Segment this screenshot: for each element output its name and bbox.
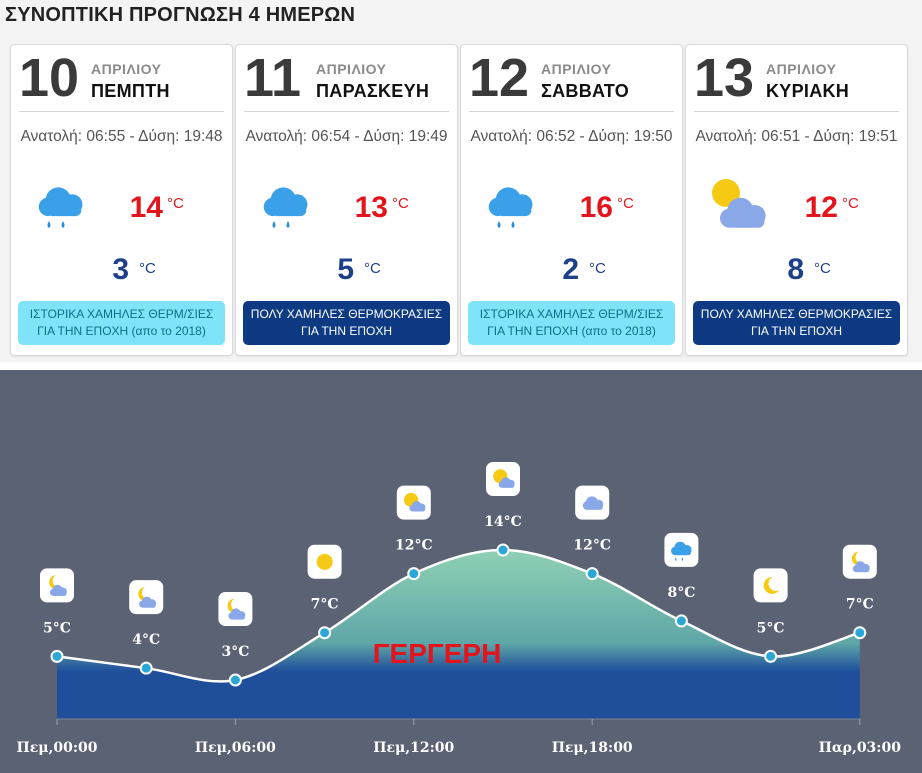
data-point — [318, 626, 332, 640]
data-point — [496, 543, 510, 557]
day-number: 13 — [694, 48, 755, 108]
temperature-label: 5°C — [757, 620, 785, 636]
moon-cloud-icon — [129, 580, 164, 615]
data-point — [228, 673, 242, 687]
temperature-label: 12°C — [573, 538, 611, 554]
day-number: 12 — [469, 48, 530, 108]
temperature-label: 5°C — [43, 620, 71, 636]
min-temperature: 3 — [112, 253, 129, 286]
month-name: ΑΠΡΙΛΙΟΥ — [766, 61, 837, 77]
day-card: 13 ΑΠΡΙΛΙΟΥ ΚΥΡΙΑΚΗ Ανατολή: 06:51 - Δύσ… — [685, 44, 908, 356]
data-point — [764, 649, 778, 663]
partly-cloudy-icon — [706, 175, 766, 235]
temperature-label: 14°C — [484, 514, 522, 530]
location-name: ΓΕΡΓΕΡΗ — [373, 638, 502, 669]
sunrise-sunset: Ανατολή: 06:55 - Δύση: 19:48 — [20, 128, 223, 145]
x-tick-label: Πεμ,12:00 — [373, 740, 454, 756]
max-temperature-unit: °C — [617, 195, 634, 212]
rain-cloud-icon — [481, 175, 541, 235]
temperature-label: 12°C — [395, 538, 433, 554]
sun-icon — [307, 544, 342, 579]
moon-icon — [753, 568, 788, 603]
min-temperature-unit: °C — [589, 260, 606, 277]
temperature-line — [56, 548, 861, 683]
weekday-name: ΠΕΜΠΤΗ — [91, 81, 170, 101]
data-point — [674, 614, 688, 628]
moon-cloud-icon — [218, 592, 253, 626]
temperature-label: 3°C — [221, 644, 249, 660]
weekday-name: ΣΑΒΒΑΤΟ — [541, 81, 630, 101]
x-tick-label: Παρ,03:00 — [819, 740, 902, 756]
data-point — [585, 567, 599, 581]
badge-line-2: ΓΙΑ ΤΗΝ ΕΠΟΧΗ — [300, 324, 393, 338]
card-divider — [694, 111, 899, 112]
temperature-area — [57, 550, 860, 719]
sunrise-sunset: Ανατολή: 06:54 - Δύση: 19:49 — [245, 128, 448, 145]
season-alert-badge: ΙΣΤΟΡΙΚΑ ΧΑΜΗΛΕΣ ΘΕΡΜ/ΣΙΕΣ ΓΙΑ ΤΗΝ ΕΠΟΧΗ… — [468, 301, 675, 345]
day-card: 10 ΑΠΡΙΛΙΟΥ ΠΕΜΠΤΗ Ανατολή: 06:55 - Δύση… — [10, 44, 233, 356]
sun-cloud-icon — [486, 462, 520, 496]
season-alert-badge: ΠΟΛΥ ΧΑΜΗΛΕΣ ΘΕΡΜΟΚΡΑΣΙΕΣ ΓΙΑ ΤΗΝ ΕΠΟΧΗ — [693, 301, 900, 345]
x-tick-label: Πεμ,06:00 — [195, 740, 276, 756]
badge-line-1: ΙΣΤΟΡΙΚΑ ΧΑΜΗΛΕΣ ΘΕΡΜ/ΣΙΕΣ — [29, 307, 214, 321]
hourly-temperature-chart: Πεμ,00:00 Πεμ,06:00 Πεμ,12:00 Πεμ,18:00 Παρ,… — [0, 370, 922, 773]
min-temperature-unit: °C — [814, 260, 831, 277]
temperature-label: 4°C — [132, 632, 160, 648]
cloud-icon — [575, 485, 610, 520]
day-number: 11 — [244, 48, 302, 108]
card-divider — [469, 111, 674, 112]
max-temperature: 12 — [804, 191, 838, 224]
min-temperature-unit: °C — [139, 260, 156, 277]
min-temperature: 5 — [337, 253, 354, 286]
data-point — [139, 661, 153, 675]
badge-line-2: ΓΙΑ ΤΗΝ ΕΠΟΧΗ (απο το 2018) — [487, 324, 656, 338]
moon-cloud-icon — [842, 544, 877, 579]
badge-line-2: ΓΙΑ ΤΗΝ ΕΠΟΧΗ (απο το 2018) — [37, 324, 206, 338]
card-divider — [19, 111, 224, 112]
month-name: ΑΠΡΙΛΙΟΥ — [91, 61, 162, 77]
card-divider — [244, 111, 449, 112]
temperature-label: 7°C — [311, 597, 339, 613]
sunrise-sunset: Ανατολή: 06:52 - Δύση: 19:50 — [470, 128, 673, 145]
badge-line-1: ΠΟΛΥ ΧΑΜΗΛΕΣ ΘΕΡΜΟΚΡΑΣΙΕΣ — [700, 307, 893, 321]
temperature-label: 7°C — [846, 597, 874, 613]
badge-line-1: ΙΣΤΟΡΙΚΑ ΧΑΜΗΛΕΣ ΘΕΡΜ/ΣΙΕΣ — [479, 307, 664, 321]
weekday-name: ΚΥΡΙΑΚΗ — [766, 81, 850, 101]
rain-cloud-icon — [31, 175, 91, 235]
x-tick-label: Πεμ,00:00 — [17, 740, 98, 756]
max-temperature-unit: °C — [392, 195, 409, 212]
rain-cloud-icon — [664, 532, 699, 567]
temperature-label: 8°C — [667, 585, 695, 601]
moon-cloud-icon — [40, 568, 74, 603]
min-temperature: 8 — [787, 253, 804, 286]
season-alert-badge: ΠΟΛΥ ΧΑΜΗΛΕΣ ΘΕΡΜΟΚΡΑΣΙΕΣ ΓΙΑ ΤΗΝ ΕΠΟΧΗ — [243, 301, 450, 345]
max-temperature-unit: °C — [842, 195, 859, 212]
min-temperature: 2 — [562, 253, 579, 286]
page-title: ΣΥΝΟΠΤΙΚΗ ΠΡΟΓΝΩΣΗ 4 ΗΜΕΡΩΝ — [5, 4, 356, 26]
data-point — [853, 626, 867, 640]
chart-canvas: Πεμ,00:00 Πεμ,06:00 Πεμ,12:00 Πεμ,18:00 Παρ,… — [17, 462, 902, 756]
weekday-name: ΠΑΡΑΣΚΕΥΗ — [316, 81, 430, 101]
data-point — [50, 649, 64, 663]
season-alert-badge: ΙΣΤΟΡΙΚΑ ΧΑΜΗΛΕΣ ΘΕΡΜ/ΣΙΕΣ ΓΙΑ ΤΗΝ ΕΠΟΧΗ… — [18, 301, 225, 345]
day-card: 11 ΑΠΡΙΛΙΟΥ ΠΑΡΑΣΚΕΥΗ Ανατολή: 06:54 - Δ… — [235, 44, 458, 356]
month-name: ΑΠΡΙΛΙΟΥ — [316, 61, 387, 77]
rain-cloud-icon — [256, 175, 316, 235]
x-tick-label: Πεμ,18:00 — [552, 740, 633, 756]
max-temperature: 16 — [579, 191, 613, 224]
sunrise-sunset: Ανατολή: 06:51 - Δύση: 19:51 — [695, 128, 898, 145]
max-temperature-unit: °C — [167, 195, 184, 212]
sun-cloud-icon — [396, 485, 431, 520]
badge-line-1: ΠΟΛΥ ΧΑΜΗΛΕΣ ΘΕΡΜΟΚΡΑΣΙΕΣ — [250, 307, 443, 321]
data-point — [407, 567, 421, 581]
month-name: ΑΠΡΙΛΙΟΥ — [541, 61, 612, 77]
badge-line-2: ΓΙΑ ΤΗΝ ΕΠΟΧΗ — [750, 324, 843, 338]
min-temperature-unit: °C — [364, 260, 381, 277]
max-temperature: 13 — [354, 191, 388, 224]
day-number: 10 — [19, 48, 80, 108]
day-card: 12 ΑΠΡΙΛΙΟΥ ΣΑΒΒΑΤΟ Ανατολή: 06:52 - Δύσ… — [460, 44, 683, 356]
max-temperature: 14 — [129, 191, 163, 224]
